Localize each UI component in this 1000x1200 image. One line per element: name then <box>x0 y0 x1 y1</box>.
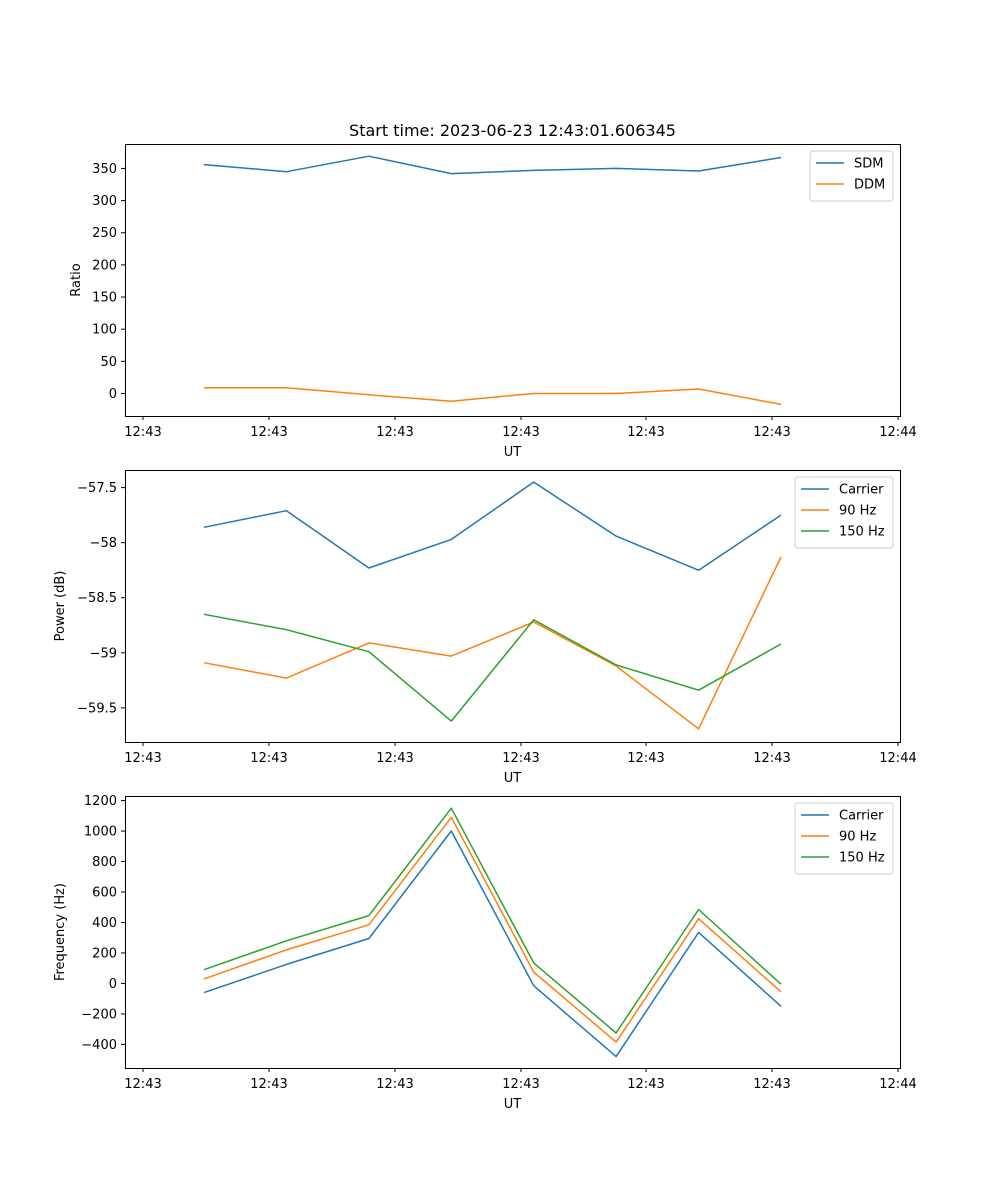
chart-title: Start time: 2023-06-23 12:43:01.606345 <box>349 121 676 140</box>
x-tick-label: 12:43 <box>627 425 664 440</box>
x-axis-label: UT <box>504 1097 522 1112</box>
y-axis-label: Power (dB) <box>53 571 68 642</box>
x-tick-label: 12:43 <box>124 425 161 440</box>
y-axis-label: Frequency (Hz) <box>53 883 68 981</box>
y-tick-label: 200 <box>92 258 117 273</box>
y-tick-label: 1000 <box>84 825 117 840</box>
y-tick-label: 350 <box>92 162 117 177</box>
x-axis-label: UT <box>504 771 522 786</box>
x-tick-label: 12:43 <box>502 425 539 440</box>
y-tick-label: 400 <box>92 916 117 931</box>
y-tick-label: −57.5 <box>77 481 117 496</box>
x-tick-label: 12:43 <box>502 1077 539 1092</box>
series-line-90-hz <box>203 556 782 730</box>
axes-frame <box>125 470 901 743</box>
y-tick-label: 1200 <box>84 794 117 809</box>
series-line-ddm <box>204 386 782 406</box>
legend: Carrier 90 Hz 150 Hz <box>794 802 894 875</box>
series-line-150-hz <box>203 613 782 722</box>
panel-3: 12:43 12:43 12:43 12:43 12:43 12:43 12:44 −400 −… <box>53 794 917 1112</box>
x-axis-label: UT <box>504 445 522 460</box>
series-line-90-hz <box>203 816 782 1043</box>
legend-label: Carrier <box>839 483 884 498</box>
y-tick-label: −58 <box>90 536 117 551</box>
x-tick-label: 12:43 <box>376 1077 413 1092</box>
panel-1: 12:43 12:43 12:43 12:43 12:43 12:43 12:44 0 50 10… <box>69 144 917 460</box>
x-tick-label: 12:44 <box>879 1077 916 1092</box>
y-tick-label: 200 <box>92 946 117 961</box>
x-tick-label: 12:44 <box>879 425 916 440</box>
y-tick-label: 50 <box>100 355 117 370</box>
y-tick-label: 800 <box>92 855 117 870</box>
series-line-carrier <box>203 481 782 571</box>
y-tick-label: 150 <box>92 291 117 306</box>
panel-2: 12:43 12:43 12:43 12:43 12:43 12:43 12:44 −57.5… <box>53 470 917 786</box>
x-tick-label: 12:43 <box>376 425 413 440</box>
axes-frame <box>125 144 901 417</box>
x-tick-label: 12:43 <box>250 1077 287 1092</box>
legend: SDM DDM <box>809 150 894 202</box>
legend-label: 90 Hz <box>839 504 876 519</box>
legend-label: SDM <box>854 157 883 172</box>
y-tick-label: 0 <box>109 977 117 992</box>
legend-label: 150 Hz <box>839 525 885 540</box>
y-tick-label: −400 <box>81 1038 117 1053</box>
legend-label: Carrier <box>839 809 884 824</box>
legend-label: 90 Hz <box>839 830 876 845</box>
series-line-sdm <box>203 155 782 175</box>
y-axis-label: Ratio <box>69 263 84 296</box>
x-tick-label: 12:43 <box>250 425 287 440</box>
x-tick-label: 12:43 <box>627 751 664 766</box>
y-tick-label: 100 <box>92 323 117 338</box>
y-tick-label: 0 <box>109 387 117 402</box>
x-tick-label: 12:43 <box>502 751 539 766</box>
x-tick-label: 12:44 <box>879 751 916 766</box>
legend: Carrier 90 Hz 150 Hz <box>794 476 894 549</box>
panels: 12:43 12:43 12:43 12:43 12:43 12:43 12:44 0 50 10… <box>53 144 917 1112</box>
series-line-150-hz <box>203 807 782 1034</box>
x-tick-label: 12:43 <box>753 425 790 440</box>
x-tick-label: 12:43 <box>753 1077 790 1092</box>
y-tick-label: −59 <box>90 646 117 661</box>
x-tick-label: 12:43 <box>627 1077 664 1092</box>
legend-label: DDM <box>854 178 885 193</box>
y-tick-label: −59.5 <box>77 701 117 716</box>
axes-frame <box>125 796 901 1069</box>
y-tick-label: −58.5 <box>77 591 117 606</box>
y-tick-label: 250 <box>92 226 117 241</box>
x-tick-label: 12:43 <box>376 751 413 766</box>
legend-label: 150 Hz <box>839 851 885 866</box>
x-tick-label: 12:43 <box>250 751 287 766</box>
x-tick-label: 12:43 <box>753 751 790 766</box>
y-tick-label: −200 <box>81 1007 117 1022</box>
x-tick-label: 12:43 <box>124 1077 161 1092</box>
x-tick-label: 12:43 <box>124 751 161 766</box>
y-tick-label: 600 <box>92 886 117 901</box>
y-tick-label: 300 <box>92 194 117 209</box>
series-line-carrier <box>203 830 782 1058</box>
